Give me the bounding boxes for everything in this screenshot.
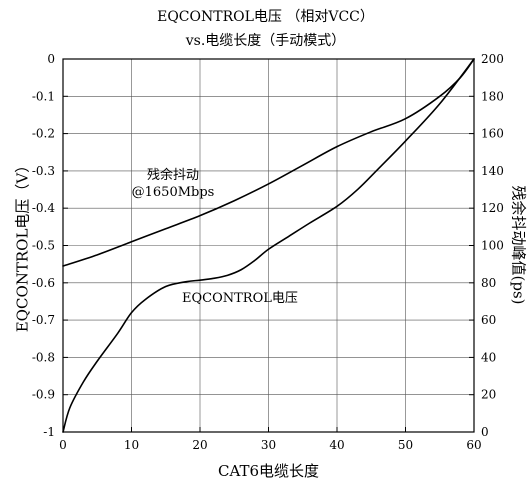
- right-y-tick-label: 200: [481, 52, 504, 66]
- x-tick-label: 10: [124, 438, 139, 452]
- right-y-tick-label: 120: [481, 201, 504, 215]
- left-y-tick-label: -1: [43, 425, 55, 439]
- left-y-tick-label: -0.3: [32, 164, 55, 178]
- right-y-tick-label: 40: [481, 350, 496, 364]
- x-tick-label: 30: [261, 438, 276, 452]
- x-axis-label: CAT6电缆长度: [63, 460, 474, 481]
- right-y-tick-label: 140: [481, 164, 504, 178]
- x-tick-label: 0: [59, 438, 67, 452]
- right-y-tick-label: 180: [481, 89, 504, 103]
- left-y-tick-label: -0.8: [32, 350, 55, 364]
- right-y-axis-label: 残余抖动峰值(ps): [509, 185, 530, 304]
- left-y-axis-label: EQCONTROL电压（V）: [12, 158, 33, 333]
- left-y-tick-label: -0.2: [32, 127, 55, 141]
- x-tick-label: 60: [466, 438, 481, 452]
- jitter-annotation: 残余抖动 @1650Mbps: [128, 167, 218, 201]
- left-y-tick-label: -0.4: [32, 201, 56, 215]
- x-tick-label: 40: [329, 438, 344, 452]
- right-y-tick-label: 60: [481, 313, 496, 327]
- x-tick-label: 50: [398, 438, 413, 452]
- x-tick-label: 20: [192, 438, 207, 452]
- right-y-tick-label: 160: [481, 127, 504, 141]
- right-y-tick-label: 80: [481, 276, 496, 290]
- left-y-tick-label: -0.9: [32, 388, 55, 402]
- jitter-annotation-line2: @1650Mbps: [128, 184, 218, 201]
- jitter-annotation-line1: 残余抖动: [128, 167, 218, 184]
- right-y-tick-label: 0: [481, 425, 489, 439]
- left-y-tick-label: -0.6: [32, 276, 55, 290]
- left-y-tick-label: 0: [47, 52, 55, 66]
- left-y-tick-label: -0.7: [32, 313, 55, 327]
- right-y-tick-label: 100: [481, 239, 504, 253]
- left-y-tick-label: -0.1: [32, 89, 55, 103]
- right-y-tick-label: 20: [481, 388, 496, 402]
- x-axis-ticks: 0 10 20 30 40 50 60: [59, 427, 481, 452]
- left-y-tick-label: -0.5: [32, 239, 55, 253]
- voltage-annotation: EQCONTROL电压: [182, 290, 298, 307]
